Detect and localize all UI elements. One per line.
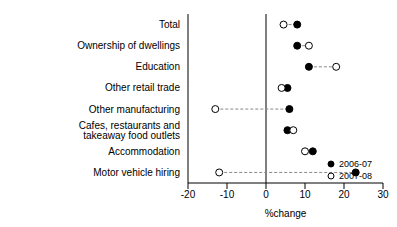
- svg-text:Other manufacturing: Other manufacturing: [89, 104, 180, 115]
- svg-text:%change: %change: [265, 208, 307, 219]
- svg-text:Ownership of dwellings: Ownership of dwellings: [77, 40, 180, 51]
- svg-text:Total: Total: [159, 19, 180, 30]
- svg-text:-20: -20: [181, 189, 196, 200]
- svg-text:Motor vehicle hiring: Motor vehicle hiring: [93, 167, 180, 178]
- svg-text:Other retail trade: Other retail trade: [105, 82, 180, 93]
- svg-text:Accommodation: Accommodation: [108, 146, 180, 157]
- svg-text:-10: -10: [220, 189, 235, 200]
- svg-text:Cafes, restaurants andtakeaway: Cafes, restaurants andtakeaway food outl…: [79, 120, 180, 141]
- svg-text:10: 10: [299, 189, 311, 200]
- svg-text:20: 20: [338, 189, 350, 200]
- html-text:2007-08: 2007-08: [339, 171, 372, 181]
- svg-text:0: 0: [263, 189, 269, 200]
- svg-text:Education: Education: [136, 61, 180, 72]
- svg-text:30: 30: [377, 189, 389, 200]
- html-text:2006-07: 2006-07: [339, 159, 372, 169]
